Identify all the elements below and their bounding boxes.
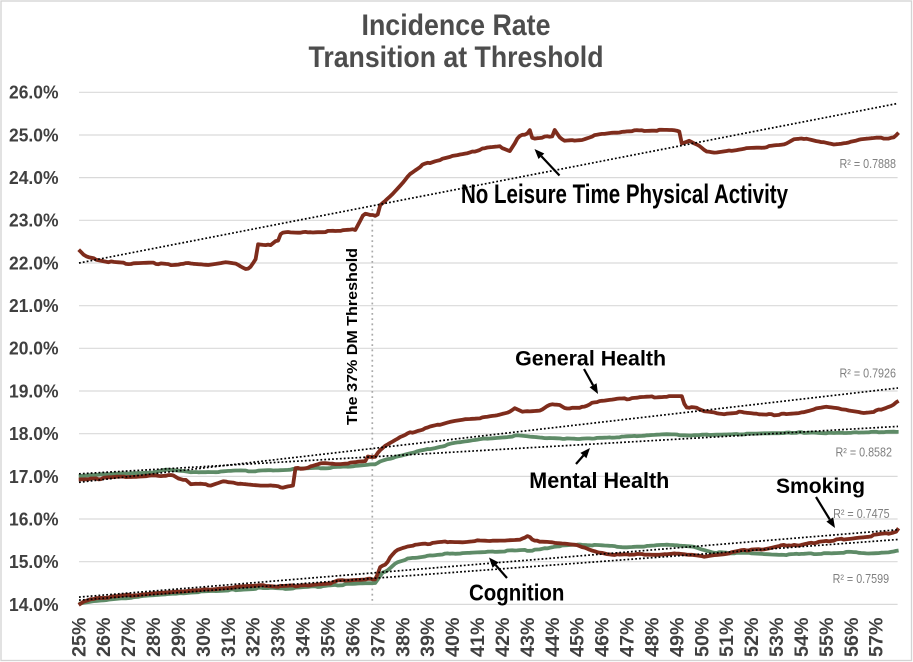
svg-text:36%: 36% (342, 618, 364, 658)
svg-text:55%: 55% (816, 618, 838, 658)
svg-text:Transition at Threshold: Transition at Threshold (309, 41, 604, 74)
svg-text:44%: 44% (542, 618, 564, 658)
svg-text:45%: 45% (567, 618, 589, 658)
svg-text:52%: 52% (741, 618, 763, 658)
svg-text:General Health: General Health (515, 347, 666, 371)
svg-text:The 37% DM Threshold: The 37% DM Threshold (344, 248, 361, 425)
svg-text:23.0%: 23.0% (9, 211, 59, 231)
svg-text:39%: 39% (417, 618, 439, 658)
svg-text:42%: 42% (492, 618, 514, 658)
svg-text:15.0%: 15.0% (9, 552, 59, 572)
svg-text:Smoking: Smoking (776, 475, 865, 498)
svg-text:43%: 43% (517, 618, 539, 658)
svg-text:R² = 0.8582: R² = 0.8582 (836, 445, 893, 460)
svg-text:35%: 35% (318, 618, 340, 658)
svg-text:18.0%: 18.0% (9, 424, 59, 444)
svg-text:31%: 31% (218, 618, 240, 658)
svg-text:47%: 47% (617, 618, 639, 658)
svg-text:28%: 28% (143, 618, 165, 658)
svg-text:33%: 33% (268, 618, 290, 658)
svg-text:17.0%: 17.0% (9, 467, 59, 487)
svg-text:38%: 38% (392, 618, 414, 658)
svg-text:34%: 34% (293, 618, 315, 658)
svg-text:41%: 41% (467, 618, 489, 658)
svg-text:14.0%: 14.0% (9, 595, 59, 615)
svg-text:No Leisure Time Physical Activ: No Leisure Time Physical Activity (461, 179, 788, 209)
svg-text:29%: 29% (168, 618, 190, 658)
svg-text:30%: 30% (193, 618, 215, 658)
svg-text:37%: 37% (367, 618, 389, 658)
svg-text:49%: 49% (666, 618, 688, 658)
svg-text:Incidence Rate: Incidence Rate (362, 9, 551, 42)
svg-text:51%: 51% (716, 618, 738, 658)
svg-text:R² = 0.7599: R² = 0.7599 (833, 571, 890, 586)
svg-text:50%: 50% (691, 618, 713, 658)
svg-text:21.0%: 21.0% (9, 296, 59, 316)
svg-text:40%: 40% (442, 618, 464, 658)
svg-text:32%: 32% (243, 618, 265, 658)
svg-text:25.0%: 25.0% (9, 125, 59, 145)
svg-text:24.0%: 24.0% (9, 168, 59, 188)
svg-text:56%: 56% (841, 618, 863, 658)
svg-text:26%: 26% (93, 618, 115, 658)
svg-text:19.0%: 19.0% (9, 381, 59, 401)
svg-text:R² = 0.7888: R² = 0.7888 (840, 156, 897, 171)
svg-text:20.0%: 20.0% (9, 339, 59, 359)
svg-text:Cognition: Cognition (469, 580, 565, 606)
svg-text:27%: 27% (118, 618, 140, 658)
svg-text:Mental Health: Mental Health (529, 468, 669, 493)
svg-text:16.0%: 16.0% (9, 509, 59, 529)
svg-text:25%: 25% (68, 618, 90, 658)
svg-text:48%: 48% (642, 618, 664, 658)
svg-text:46%: 46% (592, 618, 614, 658)
svg-text:54%: 54% (791, 618, 813, 658)
svg-text:53%: 53% (766, 618, 788, 658)
svg-text:22.0%: 22.0% (9, 253, 59, 273)
svg-text:R² = 0.7926: R² = 0.7926 (840, 365, 897, 380)
svg-text:57%: 57% (866, 618, 888, 658)
svg-text:26.0%: 26.0% (9, 83, 59, 103)
svg-text:R² = 0.7475: R² = 0.7475 (833, 506, 890, 521)
